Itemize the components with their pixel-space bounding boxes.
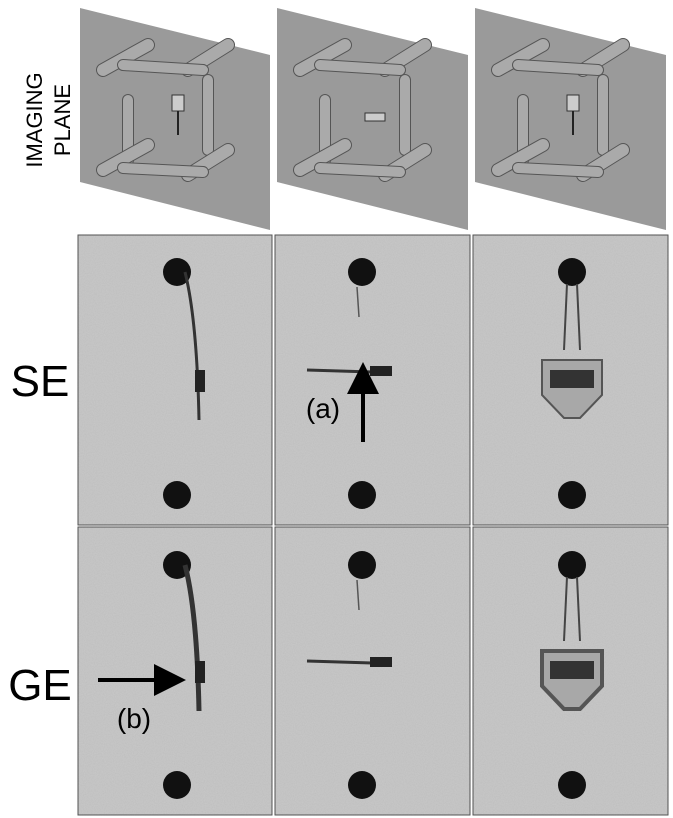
marker-dot (558, 771, 586, 799)
imaging-plane (475, 8, 666, 230)
device (370, 657, 392, 667)
annotation: (b) (117, 703, 151, 734)
top-label-line: PLANE (50, 84, 75, 156)
top-label-line: IMAGING (22, 72, 47, 167)
device (370, 366, 392, 376)
device-lead (307, 370, 372, 372)
annotation: (a) (306, 393, 340, 424)
row-label: SE (11, 357, 70, 406)
device (365, 113, 385, 121)
device (195, 661, 205, 683)
marker-dot (348, 771, 376, 799)
marker-dot (558, 481, 586, 509)
cage-bar (123, 168, 203, 172)
cage-bar (518, 65, 598, 70)
row-label: GE (8, 661, 72, 710)
cage-bar (518, 168, 598, 172)
marker-dot (163, 481, 191, 509)
panels (78, 8, 668, 815)
marker-dot (558, 551, 586, 579)
device-lead (307, 661, 372, 663)
device (172, 95, 184, 111)
cage-bar (320, 168, 400, 172)
device (195, 370, 205, 392)
imaging-plane (80, 8, 270, 230)
cage-bar (123, 65, 203, 70)
device (550, 370, 594, 388)
marker-dot (163, 771, 191, 799)
device (550, 661, 594, 679)
figure: IMAGING PLANE SE GE (a) (b) (0, 0, 673, 818)
device (567, 95, 579, 111)
marker-dot (348, 258, 376, 286)
marker-dot (558, 258, 586, 286)
marker-dot (348, 551, 376, 579)
marker-dot (348, 481, 376, 509)
cage-bar (320, 65, 400, 70)
